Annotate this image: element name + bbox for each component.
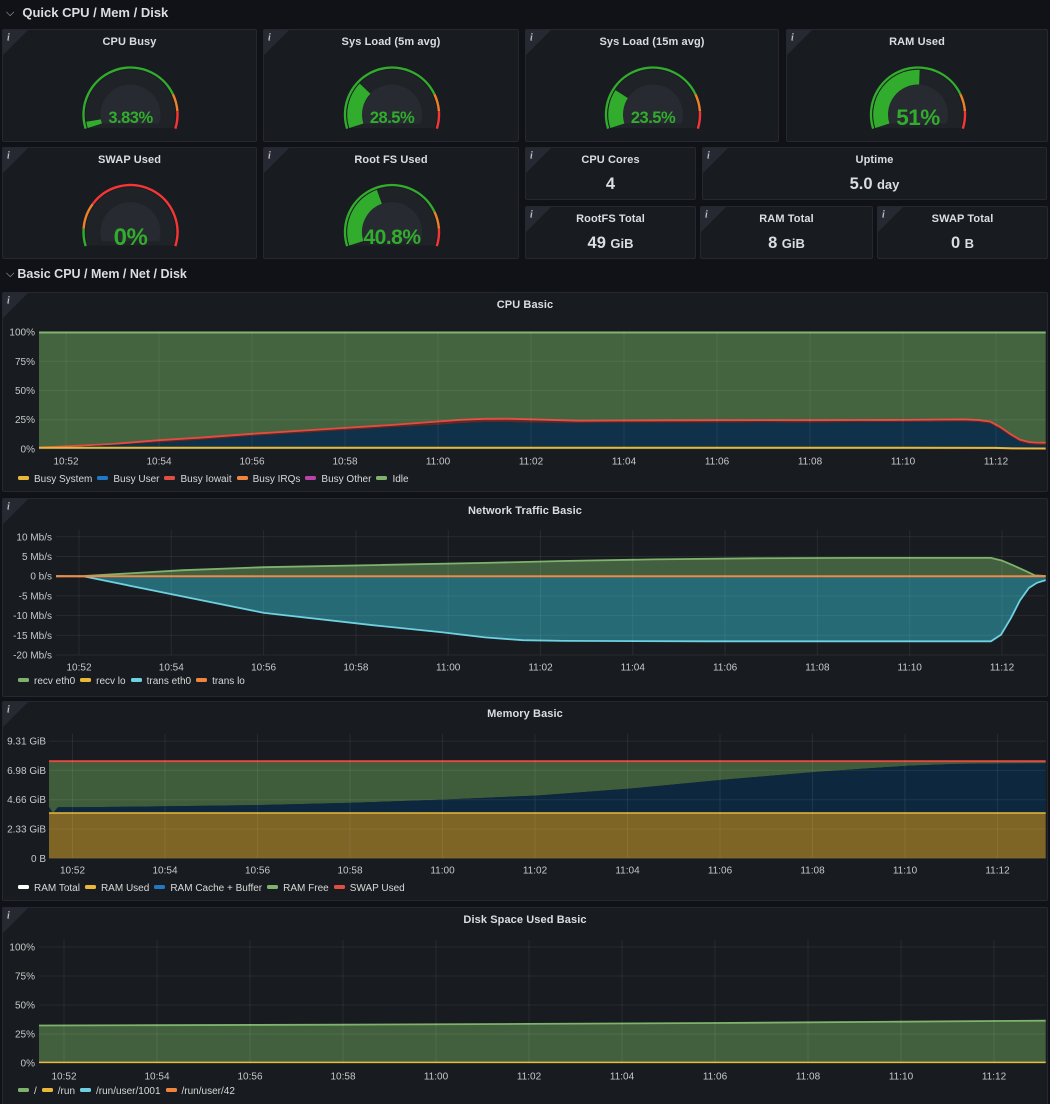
svg-text:11:04: 11:04 <box>621 662 646 673</box>
svg-text:0%: 0% <box>21 1059 36 1070</box>
svg-text:75%: 75% <box>15 356 35 367</box>
svg-text:i: i <box>705 209 708 220</box>
svg-text:11:12: 11:12 <box>982 1072 1007 1083</box>
svg-text:10:52: 10:52 <box>66 662 91 673</box>
svg-text:i: i <box>530 32 533 43</box>
svg-text:10:54: 10:54 <box>144 1072 169 1083</box>
svg-text:10:52: 10:52 <box>60 866 85 877</box>
svg-text:-10 Mb/s: -10 Mb/s <box>13 611 52 622</box>
svg-text:0 b/s: 0 b/s <box>30 571 52 582</box>
svg-text:10:52: 10:52 <box>53 456 78 467</box>
svg-text:i: i <box>882 209 885 220</box>
svg-text:11:10: 11:10 <box>891 456 916 467</box>
svg-text:0 B: 0 B <box>31 854 46 865</box>
svg-text:i: i <box>268 32 271 43</box>
svg-text:11:00: 11:00 <box>430 866 455 877</box>
svg-text:-20 Mb/s: -20 Mb/s <box>13 650 52 661</box>
svg-text:10:54: 10:54 <box>152 866 177 877</box>
svg-text:-5 Mb/s: -5 Mb/s <box>19 591 52 602</box>
svg-text:25%: 25% <box>15 1030 35 1041</box>
svg-text:11:12: 11:12 <box>990 662 1015 673</box>
svg-text:10:54: 10:54 <box>146 456 171 467</box>
svg-text:11:06: 11:06 <box>703 1072 728 1083</box>
svg-text:10:58: 10:58 <box>332 456 357 467</box>
svg-text:51%: 51% <box>896 104 940 129</box>
svg-text:11:08: 11:08 <box>800 866 825 877</box>
svg-text:i: i <box>7 295 10 306</box>
svg-text:10:58: 10:58 <box>337 866 362 877</box>
svg-text:3.83%: 3.83% <box>108 108 153 126</box>
svg-text:i: i <box>268 150 271 161</box>
svg-text:0%: 0% <box>114 223 148 250</box>
svg-text:11:12: 11:12 <box>985 866 1010 877</box>
svg-text:5 Mb/s: 5 Mb/s <box>22 552 52 563</box>
svg-text:50%: 50% <box>15 1001 35 1012</box>
svg-text:10:56: 10:56 <box>245 866 270 877</box>
svg-text:100%: 100% <box>9 943 35 954</box>
svg-text:28.5%: 28.5% <box>370 108 415 126</box>
svg-text:11:08: 11:08 <box>798 456 823 467</box>
svg-text:11:04: 11:04 <box>612 456 637 467</box>
svg-text:10:52: 10:52 <box>51 1072 76 1083</box>
svg-text:i: i <box>707 150 710 161</box>
svg-text:10:54: 10:54 <box>159 662 184 673</box>
svg-text:0%: 0% <box>21 444 36 455</box>
svg-text:i: i <box>530 150 533 161</box>
svg-text:i: i <box>791 32 794 43</box>
svg-text:11:12: 11:12 <box>984 456 1009 467</box>
svg-text:6.98 GiB: 6.98 GiB <box>7 766 46 777</box>
svg-text:i: i <box>530 209 533 220</box>
svg-text:11:08: 11:08 <box>805 662 830 673</box>
svg-text:10 Mb/s: 10 Mb/s <box>16 532 52 543</box>
svg-text:11:02: 11:02 <box>519 456 544 467</box>
svg-text:75%: 75% <box>15 972 35 983</box>
svg-text:11:10: 11:10 <box>889 1072 914 1083</box>
svg-text:23.5%: 23.5% <box>631 108 676 126</box>
svg-text:11:06: 11:06 <box>708 866 733 877</box>
svg-text:10:56: 10:56 <box>251 662 276 673</box>
svg-text:2.33 GiB: 2.33 GiB <box>7 825 46 836</box>
svg-text:40.8%: 40.8% <box>363 225 421 248</box>
svg-text:11:10: 11:10 <box>893 866 918 877</box>
svg-text:i: i <box>7 705 10 716</box>
svg-text:i: i <box>7 150 10 161</box>
svg-text:11:02: 11:02 <box>528 662 553 673</box>
svg-text:10:56: 10:56 <box>237 1072 262 1083</box>
svg-text:11:10: 11:10 <box>898 662 923 673</box>
svg-text:10:56: 10:56 <box>239 456 264 467</box>
svg-text:10:58: 10:58 <box>343 662 368 673</box>
svg-text:25%: 25% <box>15 415 35 426</box>
svg-text:9.31 GiB: 9.31 GiB <box>7 737 46 748</box>
svg-text:11:06: 11:06 <box>713 662 738 673</box>
svg-text:100%: 100% <box>9 327 35 338</box>
svg-text:i: i <box>7 911 10 922</box>
svg-text:11:04: 11:04 <box>615 866 640 877</box>
svg-text:i: i <box>7 32 10 43</box>
svg-text:11:02: 11:02 <box>523 866 548 877</box>
svg-text:11:00: 11:00 <box>426 456 451 467</box>
svg-text:-15 Mb/s: -15 Mb/s <box>13 630 52 641</box>
svg-text:4.66 GiB: 4.66 GiB <box>7 795 46 806</box>
svg-text:11:08: 11:08 <box>796 1072 821 1083</box>
svg-text:11:02: 11:02 <box>517 1072 542 1083</box>
svg-text:11:00: 11:00 <box>436 662 461 673</box>
svg-text:11:06: 11:06 <box>705 456 730 467</box>
svg-text:i: i <box>7 501 10 512</box>
svg-text:10:58: 10:58 <box>330 1072 355 1083</box>
svg-text:50%: 50% <box>15 386 35 397</box>
svg-text:11:04: 11:04 <box>610 1072 635 1083</box>
svg-text:11:00: 11:00 <box>424 1072 449 1083</box>
